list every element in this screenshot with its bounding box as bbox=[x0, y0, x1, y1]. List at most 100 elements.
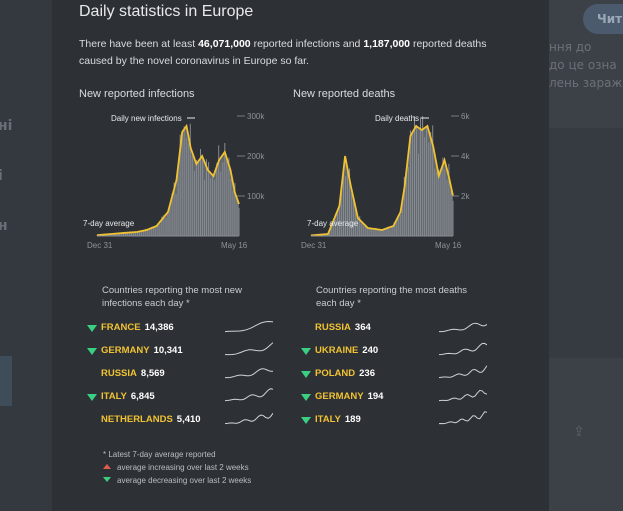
country-value: 14,386 bbox=[144, 322, 174, 333]
y-tick-label: 200k bbox=[247, 152, 265, 161]
country-value: 194 bbox=[367, 391, 384, 402]
intro-text: There have been at least 46,071,000 repo… bbox=[79, 36, 519, 70]
country-label: RUSSIA 364 bbox=[315, 322, 371, 333]
country-row: RUSSIA 8,569 bbox=[87, 368, 277, 384]
country-name: RUSSIA bbox=[101, 368, 137, 379]
daily-series-label: Daily new infections bbox=[111, 114, 182, 123]
sparkline bbox=[225, 368, 273, 379]
background-strip bbox=[0, 356, 12, 406]
legend-decreasing: average decreasing over last 2 weeks bbox=[103, 474, 251, 487]
average-line bbox=[96, 123, 240, 237]
country-label: GERMANY 194 bbox=[315, 391, 383, 402]
country-name: POLAND bbox=[315, 368, 356, 379]
country-row: ITALY 6,845 bbox=[87, 388, 277, 407]
daily-area bbox=[311, 126, 453, 236]
x-tick-label: May 16 bbox=[221, 241, 248, 250]
country-label: FRANCE 14,386 bbox=[101, 322, 174, 333]
sparkline-line bbox=[439, 365, 487, 379]
sparkline bbox=[439, 342, 487, 356]
sparkline bbox=[439, 389, 487, 402]
x-tick-label: May 16 bbox=[435, 241, 462, 250]
background-fragment: ння до bbox=[549, 40, 592, 54]
country-value: 240 bbox=[362, 345, 379, 356]
background-fragment: н bbox=[0, 218, 8, 234]
decrease-arrow-icon bbox=[87, 394, 97, 401]
country-value: 364 bbox=[354, 322, 371, 333]
sparkline bbox=[225, 412, 273, 425]
country-label: NETHERLANDS 5,410 bbox=[101, 414, 201, 425]
decrease-arrow-icon bbox=[301, 417, 311, 424]
total-infections: 46,071,000 bbox=[198, 38, 251, 50]
country-name: GERMANY bbox=[101, 345, 150, 356]
read-button[interactable]: Чит bbox=[583, 4, 623, 34]
deaths-list-heading: Countries reporting the most deaths each… bbox=[316, 285, 468, 309]
sparkline bbox=[225, 388, 273, 402]
sparkline-line bbox=[439, 342, 487, 356]
y-tick-label: 100k bbox=[247, 192, 265, 201]
infections-chart: 100k 200k 300k Dec 31 May 16 Daily new infect… bbox=[83, 112, 265, 250]
country-name: NETHERLANDS bbox=[101, 414, 173, 425]
country-name: RUSSIA bbox=[315, 322, 351, 333]
increase-arrow-icon bbox=[103, 464, 111, 469]
background-right-page: Чит ння до до це озна лень зараж ⇪ bbox=[549, 0, 623, 511]
average-line bbox=[310, 124, 454, 237]
x-tick-label: Dec 31 bbox=[87, 241, 113, 250]
country-row: NETHERLANDS 5,410 bbox=[87, 412, 277, 430]
country-row: GERMANY 194 bbox=[301, 389, 491, 407]
sparkline-line bbox=[439, 411, 487, 425]
sparkline bbox=[439, 411, 487, 425]
sparkline bbox=[225, 320, 273, 333]
sparkline bbox=[225, 342, 273, 356]
background-panel bbox=[549, 128, 623, 358]
decrease-arrow-icon bbox=[87, 325, 97, 332]
country-row: FRANCE 14,386 bbox=[87, 320, 277, 338]
decrease-arrow-icon bbox=[87, 348, 97, 355]
decrease-arrow-icon bbox=[301, 371, 311, 378]
sparkline-line bbox=[225, 368, 273, 379]
modal-title: Daily statistics in Europe bbox=[79, 3, 254, 20]
country-value: 6,845 bbox=[130, 391, 155, 402]
country-label: UKRAINE 240 bbox=[315, 345, 378, 356]
infections-chart-title: New reported infections bbox=[79, 88, 195, 100]
country-row: ITALY 189 bbox=[301, 411, 491, 430]
country-name: FRANCE bbox=[101, 322, 141, 333]
intro-suffix: reported deaths caused by the novel coro… bbox=[79, 38, 487, 67]
background-fragment: до це озна bbox=[549, 58, 617, 72]
country-value: 10,341 bbox=[153, 345, 183, 356]
y-tick-label: 300k bbox=[247, 112, 265, 121]
country-label: ITALY 6,845 bbox=[101, 391, 155, 402]
country-value: 8,569 bbox=[140, 368, 165, 379]
total-deaths: 1,187,000 bbox=[363, 38, 411, 50]
decrease-arrow-icon bbox=[301, 394, 311, 401]
infections-list-heading: Countries reporting the most new infecti… bbox=[102, 285, 242, 309]
legend-notes: * Latest 7-day average reported average … bbox=[103, 448, 251, 487]
share-icon[interactable]: ⇪ bbox=[573, 424, 585, 440]
legend-decreasing-label: average decreasing over last 2 weeks bbox=[117, 476, 252, 485]
background-fragment: лень зараж bbox=[549, 76, 623, 90]
deaths-chart: 2k 4k 6k Dec 31 May 16 Daily deaths 7-day aver… bbox=[301, 112, 470, 250]
sparkline-line bbox=[439, 389, 487, 402]
country-value: 5,410 bbox=[176, 414, 201, 425]
average-series-label: 7-day average bbox=[307, 219, 359, 228]
background-fragment: ні bbox=[0, 118, 13, 134]
legend-increasing: average increasing over last 2 weeks bbox=[103, 461, 251, 474]
daily-area bbox=[97, 126, 239, 236]
sparkline-line bbox=[225, 388, 273, 402]
country-row: RUSSIA 364 bbox=[301, 322, 491, 338]
country-row: GERMANY 10,341 bbox=[87, 342, 277, 361]
country-label: RUSSIA 8,569 bbox=[101, 368, 165, 379]
country-value: 189 bbox=[344, 414, 361, 425]
country-name: GERMANY bbox=[315, 391, 364, 402]
daily-series-label: Daily deaths bbox=[375, 114, 419, 123]
footnote: * Latest 7-day average reported bbox=[103, 450, 216, 459]
country-row: POLAND 236 bbox=[301, 365, 491, 384]
sparkline-line bbox=[225, 320, 273, 333]
sparkline-line bbox=[439, 322, 487, 333]
country-label: GERMANY 10,341 bbox=[101, 345, 183, 356]
y-tick-label: 4k bbox=[461, 152, 470, 161]
legend-increasing-label: average increasing over last 2 weeks bbox=[117, 463, 249, 472]
statistics-modal: Daily statistics in Europe There have be… bbox=[52, 0, 549, 511]
country-name: ITALY bbox=[101, 391, 127, 402]
intro-middle: reported infections and bbox=[250, 38, 364, 50]
x-tick-label: Dec 31 bbox=[301, 241, 327, 250]
